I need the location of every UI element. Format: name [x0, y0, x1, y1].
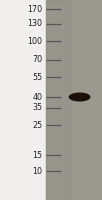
Text: 40: 40 [32, 92, 42, 102]
Text: 70: 70 [32, 55, 42, 64]
Ellipse shape [69, 93, 90, 101]
Bar [46, 0, 71, 200]
Text: 15: 15 [32, 150, 42, 160]
Text: 35: 35 [32, 104, 42, 112]
Bar [46, 0, 102, 200]
Text: 100: 100 [27, 36, 42, 46]
Text: 170: 170 [27, 4, 42, 14]
Text: 130: 130 [27, 20, 42, 28]
Text: 10: 10 [32, 166, 42, 176]
Bar [0, 0, 46, 200]
Text: 55: 55 [32, 72, 42, 82]
Text: 25: 25 [32, 120, 42, 130]
